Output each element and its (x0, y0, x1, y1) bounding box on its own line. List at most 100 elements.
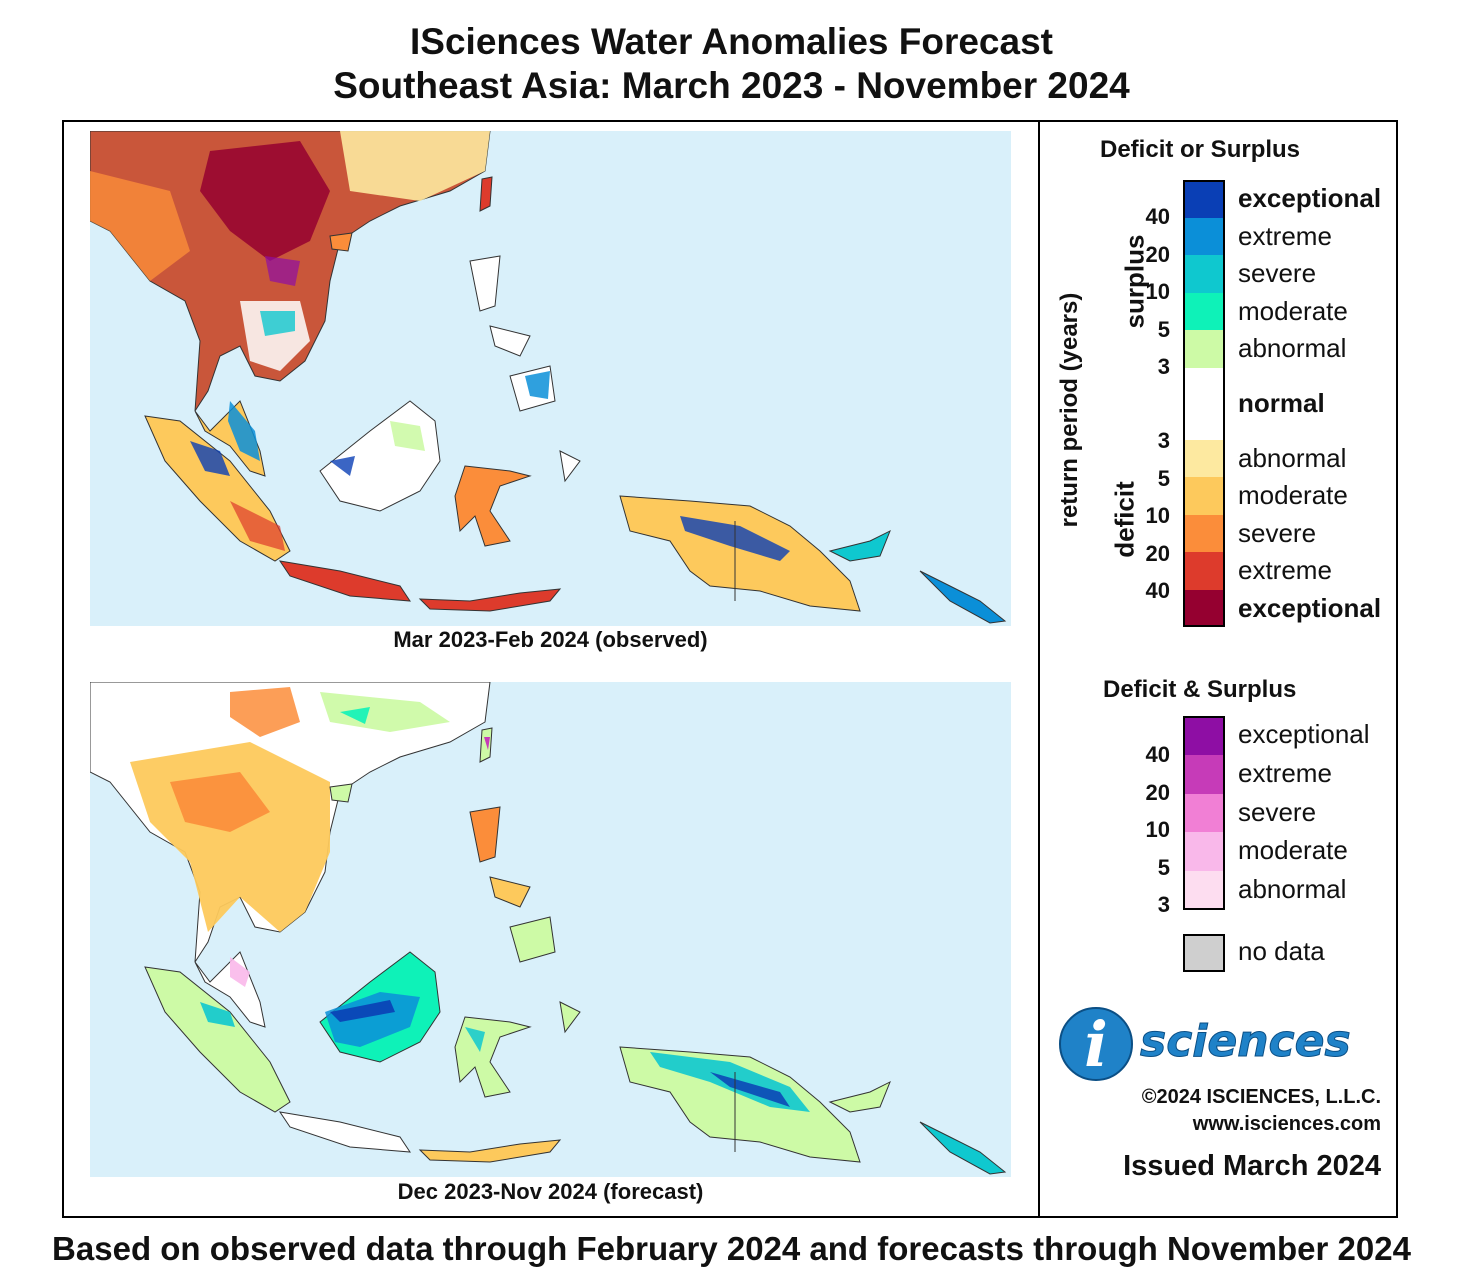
label-deficit-severe: severe (1238, 517, 1317, 548)
map-observed (90, 131, 1011, 626)
label-surplus-severe: severe (1238, 258, 1317, 288)
mindanao-surplus (525, 371, 550, 399)
swatch-surplus-moderate (1183, 292, 1225, 330)
luzon (469, 806, 501, 863)
sulawesi (454, 465, 532, 547)
sulawesi-surplus (465, 1027, 485, 1052)
visayas (489, 876, 531, 908)
luzon (469, 255, 501, 312)
mekong-mixed (265, 256, 300, 286)
label-deficit-extreme: extreme (1238, 555, 1332, 585)
both-tick-10: 10 (1145, 817, 1170, 842)
lesser-sunda (418, 1139, 562, 1163)
title-line-2: Southeast Asia: March 2023 - November 20… (333, 65, 1130, 106)
mainland-deficit-core (200, 141, 330, 261)
label-deficit-abnormal: abnormal (1238, 442, 1347, 473)
china-surplus-core (340, 707, 370, 724)
logo-letter: i (1084, 1008, 1108, 1081)
label-both-abnormal: abnormal (1238, 874, 1347, 905)
map-forecast-caption: Dec 2023-Nov 2024 (forecast) (397, 1179, 704, 1204)
bismarck (828, 1080, 891, 1113)
maluku (559, 450, 581, 483)
swatch-normal (1183, 367, 1225, 440)
website-link[interactable]: www.isciences.com (1192, 1113, 1381, 1135)
deficit-tick-20: 20 (1145, 540, 1170, 566)
both-tick-5: 5 (1157, 854, 1170, 880)
borneo-abnormal (390, 421, 425, 451)
surplus-tick-5: 5 (1157, 316, 1170, 342)
label-normal: normal (1238, 387, 1325, 418)
malaysia-surplus (228, 401, 260, 461)
issued-date: Issued March 2024 (1123, 1150, 1381, 1182)
deficit-tick-10: 10 (1145, 503, 1170, 528)
surplus-tick-40: 40 (1145, 204, 1170, 229)
title-line-1: ISciences Water Anomalies Forecast (410, 21, 1053, 62)
label-surplus-exceptional: exceptional (1238, 183, 1382, 213)
sumatra-surplus (200, 1002, 235, 1027)
return-period-axis-label: return period (years) (1056, 292, 1083, 528)
swatch-surplus-exceptional (1183, 180, 1225, 218)
solomons (919, 570, 1007, 624)
surplus-tick-20: 20 (1145, 241, 1170, 267)
visayas (489, 325, 531, 357)
swatch-both-exceptional (1183, 716, 1225, 755)
label-deficit-moderate: moderate (1238, 480, 1348, 510)
legend-title-deficit-or-surplus: Deficit or Surplus (1100, 136, 1301, 163)
taiwan (479, 727, 493, 763)
solomons (919, 1121, 1007, 1175)
deficit-tick-40: 40 (1145, 578, 1170, 603)
map-observed-caption: Mar 2023-Feb 2024 (observed) (393, 627, 708, 652)
swatch-both-severe (1183, 793, 1225, 833)
frame-divider (1038, 120, 1040, 1218)
label-both-exceptional: exceptional (1238, 719, 1370, 749)
label-no-data: no data (1238, 936, 1325, 966)
mindanao (509, 916, 556, 963)
new-guinea (619, 1046, 861, 1163)
sumatra-surplus (190, 441, 230, 476)
mainland-severe (170, 772, 270, 832)
figure-frame (62, 120, 1398, 1218)
isciences-logo: i sciences (1058, 1004, 1388, 1084)
label-surplus-extreme: extreme (1238, 220, 1332, 251)
java (278, 560, 411, 602)
legend-title-deficit-and-surplus: Deficit & Surplus (1103, 676, 1297, 703)
china-coast-area (340, 131, 490, 201)
sumatra (144, 966, 291, 1113)
java (278, 1111, 411, 1153)
both-tick-40: 40 (1145, 742, 1170, 767)
swatch-deficit-moderate (1183, 477, 1225, 515)
bismarck (828, 529, 891, 562)
label-both-moderate: moderate (1238, 835, 1348, 866)
map-forecast (90, 682, 1011, 1177)
hainan (329, 232, 353, 252)
logo-wordmark: sciences (1140, 1016, 1351, 1067)
taiwan-mixed (484, 737, 490, 750)
surplus-tick-10: 10 (1145, 279, 1170, 304)
swatch-deficit-abnormal (1183, 439, 1225, 477)
deficit-tick-3: 3 (1157, 428, 1170, 453)
swatch-both-moderate (1183, 832, 1225, 872)
china-deficit (230, 687, 300, 737)
label-both-extreme: extreme (1238, 757, 1332, 788)
label-deficit-exceptional: exceptional (1238, 592, 1382, 623)
surplus-tick-3: 3 (1157, 354, 1170, 379)
mainland-moderate-area (90, 171, 190, 281)
label-surplus-abnormal: abnormal (1238, 333, 1347, 363)
swatch-deficit-severe (1183, 514, 1225, 552)
borneo-surplus (325, 992, 420, 1047)
maluku (559, 1001, 581, 1034)
taiwan (479, 176, 493, 212)
lesser-sunda (418, 588, 562, 612)
footer-note: Based on observed data through February … (52, 1230, 1411, 1267)
malaysia-mixed (230, 957, 250, 987)
borneo-surplus (330, 456, 355, 476)
borneo-exceptional (330, 1000, 395, 1022)
swatch-surplus-severe (1183, 255, 1225, 293)
deficit-tick-5: 5 (1157, 465, 1170, 491)
both-tick-20: 20 (1145, 779, 1170, 805)
borneo (319, 400, 441, 512)
both-tick-3: 3 (1157, 892, 1170, 917)
sumatra-deficit (230, 501, 285, 551)
china-surplus (320, 692, 450, 732)
label-surplus-moderate: moderate (1238, 295, 1348, 326)
